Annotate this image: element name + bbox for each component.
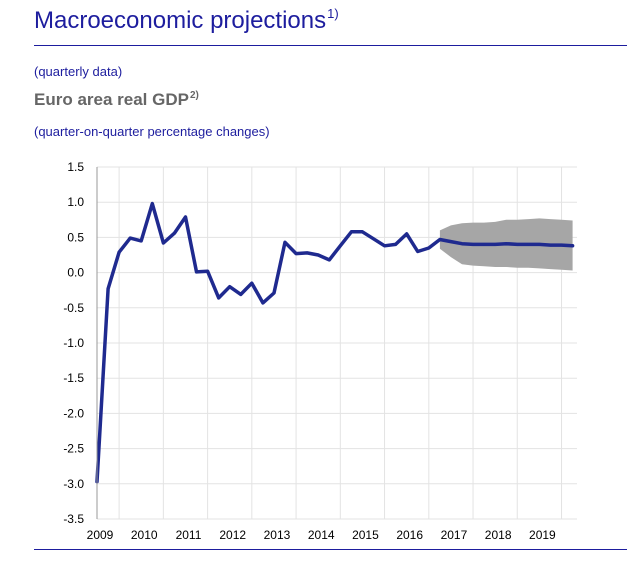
- gdp-data-point: [162, 241, 165, 245]
- gdp-data-point: [361, 230, 364, 233]
- y-tick-label: 1.5: [67, 160, 84, 174]
- gdp-data-point: [228, 285, 231, 288]
- gdp-data-point: [482, 243, 486, 246]
- chart-title-text: Euro area real GDP: [34, 90, 189, 109]
- grid-layer: [97, 166, 577, 520]
- gdp-data-point: [505, 242, 508, 245]
- x-tick-label: 2015: [352, 528, 379, 542]
- gdp-data-point: [549, 243, 552, 247]
- gdp-data-point: [328, 258, 331, 262]
- x-tick-label: 2013: [264, 528, 291, 542]
- top-divider: [34, 45, 627, 46]
- gdp-data-point: [151, 202, 154, 205]
- chart-subtitle: (quarter-on-quarter percentage changes): [34, 124, 270, 139]
- gdp-data-point: [294, 252, 298, 255]
- gdp-data-point: [239, 293, 242, 296]
- page-title-footnote: 1): [327, 6, 339, 21]
- y-tick-label: -1.5: [63, 371, 84, 385]
- y-tick-label: 0.0: [67, 266, 84, 280]
- gdp-data-point: [438, 238, 442, 241]
- gdp-data-point: [571, 244, 574, 247]
- y-tick-label: 1.0: [67, 195, 84, 209]
- y-tick-label: -3.0: [63, 477, 84, 491]
- gdp-data-point: [140, 239, 143, 243]
- x-tick-label: 2009: [87, 528, 114, 542]
- gdp-data-point: [184, 215, 187, 219]
- x-tick-label: 2014: [308, 528, 335, 542]
- gdp-data-point: [494, 243, 497, 246]
- gdp-series-line: [95, 201, 575, 484]
- gdp-data-point: [471, 243, 475, 246]
- gdp-data-point: [383, 244, 386, 247]
- y-tick-label: -0.5: [63, 301, 84, 315]
- x-tick-label: 2018: [485, 528, 512, 542]
- gdp-data-point: [129, 236, 132, 240]
- gdp-data-point: [460, 242, 464, 245]
- chart-title-footnote: 2): [189, 90, 199, 101]
- gdp-data-point: [317, 253, 320, 257]
- gdp-data-point: [217, 296, 220, 300]
- y-tick-label: -1.0: [63, 336, 84, 350]
- x-tick-label: 2010: [131, 528, 158, 542]
- gdp-data-point: [261, 301, 265, 305]
- y-tick-label: -2.5: [63, 442, 84, 456]
- gdp-data-point: [283, 241, 287, 244]
- gdp-data-point: [416, 250, 419, 253]
- gdp-data-point: [516, 243, 519, 246]
- bottom-divider: [34, 549, 627, 550]
- y-tick-label: -3.5: [63, 512, 84, 526]
- gdp-data-point: [394, 243, 397, 246]
- gdp-data-point: [538, 243, 541, 246]
- gdp-data-point: [427, 246, 430, 250]
- gdp-data-point: [250, 282, 253, 285]
- y-tick-label: 0.5: [67, 230, 84, 244]
- chart-title: Euro area real GDP2): [34, 90, 199, 110]
- gdp-data-point: [106, 287, 110, 290]
- x-tick-label: 2012: [219, 528, 246, 542]
- axis-layer: 1.5 1.0 0.5 0.0 -0.5 -1.0 -1.5 -2.0 -2.5 -3.0 -3.5…: [63, 160, 556, 542]
- gdp-data-point: [117, 251, 121, 254]
- gdp-data-point: [405, 232, 408, 236]
- gdp-data-point: [272, 291, 276, 295]
- gdp-data-point: [350, 230, 353, 233]
- gdp-data-point: [339, 244, 342, 247]
- y-tick-label: -2.0: [63, 406, 84, 420]
- frequency-note: (quarterly data): [34, 64, 123, 79]
- series-line-layer: [95, 201, 575, 484]
- x-tick-label: 2019: [529, 528, 556, 542]
- gdp-data-point: [372, 237, 375, 240]
- gdp-data-point: [449, 240, 453, 243]
- gdp-data-point: [206, 270, 209, 273]
- gdp-data-point: [560, 243, 563, 247]
- gdp-data-point: [173, 232, 176, 235]
- x-tick-label: 2011: [176, 528, 202, 542]
- gdp-data-point: [527, 243, 530, 246]
- gdp-data-point: [305, 251, 309, 255]
- x-tick-label: 2017: [441, 528, 468, 542]
- x-tick-label: 2016: [396, 528, 423, 542]
- gdp-data-point: [195, 270, 198, 274]
- page-title: Macroeconomic projections1): [34, 6, 339, 35]
- page-title-text: Macroeconomic projections: [34, 7, 327, 34]
